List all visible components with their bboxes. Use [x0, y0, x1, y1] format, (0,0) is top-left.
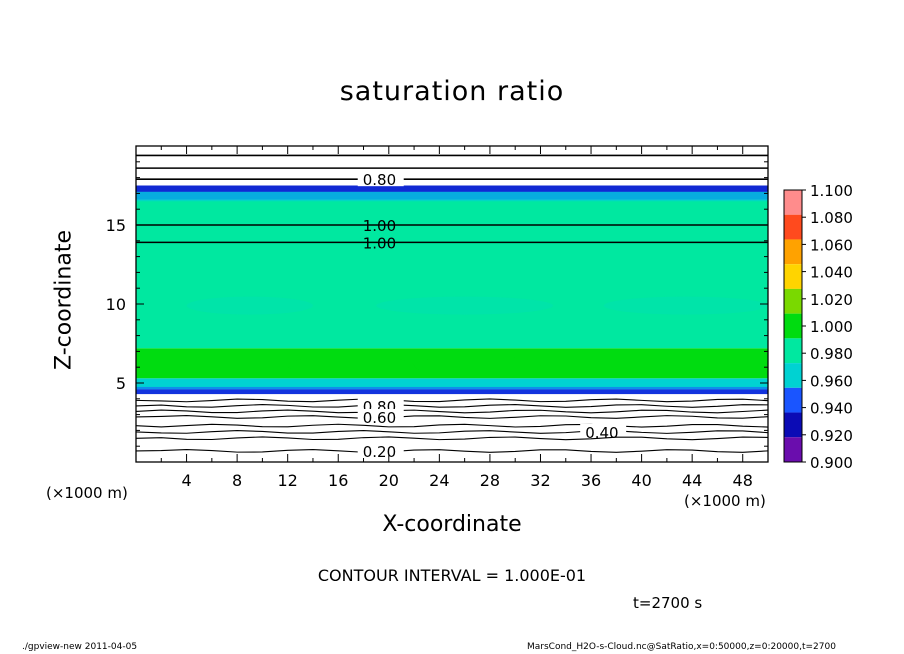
colorbar-label: 0.900 — [810, 454, 853, 472]
colorbar-label: 0.920 — [810, 427, 853, 445]
field-cell — [287, 355, 415, 376]
x-tick-label: 8 — [232, 471, 242, 490]
x-tick-label: 44 — [682, 471, 702, 490]
field-band-lower-edge — [136, 386, 768, 395]
contour-label: 0.60 — [363, 409, 396, 427]
x-axis-ticks: 4 8 12 16 20 24 28 32 36 40 44 48 — [160, 146, 753, 490]
contour-label-bg — [580, 423, 627, 439]
y-axis-ticks: 5 10 15 — [106, 161, 768, 447]
field-band — [136, 378, 768, 390]
x-tick-label: 12 — [278, 471, 298, 490]
x-tick-label: 40 — [631, 471, 651, 490]
contour-interval-note: CONTOUR INTERVAL = 1.000E-01 — [317, 566, 587, 585]
x-axis-label: X-coordinate — [382, 512, 522, 537]
contour-label: 1.00 — [363, 234, 396, 252]
y-tick-label: 10 — [106, 295, 126, 314]
colorbar-swatch — [784, 363, 802, 388]
contour-label: 1.00 — [363, 217, 396, 235]
time-label: t=2700 s — [633, 594, 703, 612]
colorbar-label: 0.980 — [810, 345, 853, 363]
footer-command: ./gpview-new 2011-04-05 — [22, 642, 138, 652]
colorbar-swatch — [784, 412, 802, 438]
colorbar-label: 1.040 — [810, 264, 853, 282]
field-cell — [414, 355, 541, 376]
colorbar-swatch — [784, 264, 802, 289]
colorbar-label: 1.080 — [810, 209, 853, 227]
contour-label-bg — [357, 171, 404, 187]
colorbar-swatch — [784, 190, 802, 215]
colorbar-swatch — [784, 387, 802, 413]
colorbar-swatch — [784, 313, 802, 339]
x-tick-label: 32 — [530, 471, 550, 490]
colorbar-swatch — [784, 338, 802, 364]
x-tick-label: 16 — [328, 471, 348, 490]
contour-line — [135, 409, 769, 414]
contour-line — [135, 398, 769, 403]
field-band-upper-edge — [136, 185, 768, 192]
field-band — [136, 199, 768, 349]
contour-label-bg — [357, 408, 404, 424]
x-axis-unit-right: (×1000 m) — [684, 492, 766, 510]
contour-line — [135, 448, 769, 453]
colorbar-label: 0.960 — [810, 372, 853, 390]
contour-line — [135, 415, 769, 419]
x-tick-label: 20 — [379, 471, 399, 490]
x-tick-label: 24 — [429, 471, 449, 490]
colorbar-swatch — [784, 239, 802, 265]
field-cell — [186, 296, 313, 315]
contour-line — [135, 423, 769, 428]
heatmap-field — [136, 146, 769, 462]
colorbar-swatch — [784, 214, 802, 240]
colorbar-swatch — [784, 288, 802, 314]
x-axis-unit-left: (×1000 m) — [46, 484, 128, 502]
contour-lines: 0.801.001.000.800.600.400.20 — [135, 154, 769, 461]
colorbar-label: 1.060 — [810, 236, 853, 254]
x-tick-label: 4 — [181, 471, 191, 490]
x-tick-label: 28 — [480, 471, 500, 490]
chart-title: saturation ratio — [339, 76, 565, 107]
contour-line — [135, 436, 769, 441]
colorbar-label: 1.020 — [810, 291, 853, 309]
colorbar-label: 1.100 — [810, 182, 853, 200]
y-tick-label: 5 — [116, 374, 126, 393]
contour-label: 0.20 — [363, 443, 396, 461]
x-tick-label: 36 — [581, 471, 601, 490]
footer-source: MarsCond_H2O-s-Cloud.nc@SatRatio,x=0:500… — [527, 642, 836, 652]
contour-label: 0.80 — [363, 171, 396, 189]
field-cell — [376, 296, 554, 315]
field-band-upper-transition — [136, 191, 768, 202]
colorbar-label: 0.940 — [810, 400, 853, 418]
contour-label-bg — [357, 442, 404, 458]
y-tick-label: 15 — [106, 216, 126, 235]
colorbar: 0.900 0.920 0.940 0.960 0.980 1.000 1.020 1.040… — [783, 182, 853, 472]
field-cell — [603, 296, 769, 315]
x-tick-label: 48 — [733, 471, 753, 490]
colorbar-swatch — [784, 437, 802, 462]
contour-line — [135, 403, 769, 408]
colorbar-label: 1.000 — [810, 318, 853, 336]
contour-line — [135, 430, 769, 434]
